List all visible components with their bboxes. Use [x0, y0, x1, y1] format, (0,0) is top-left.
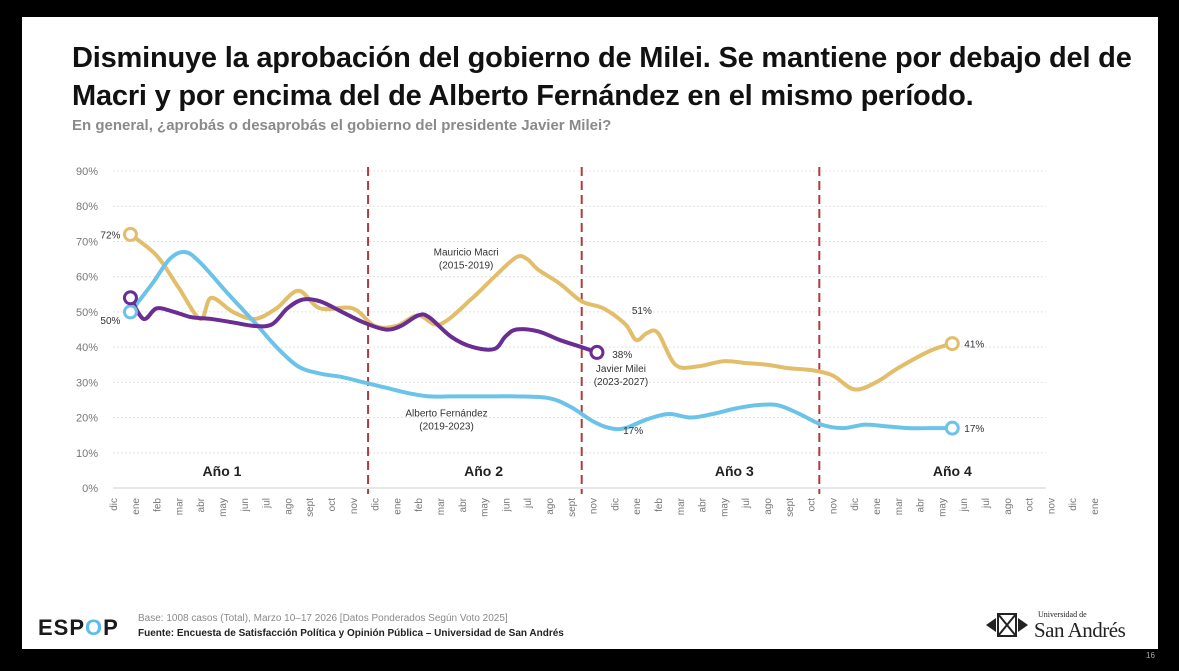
x-tick-label: abr	[458, 497, 469, 512]
x-tick-label: abr	[916, 497, 927, 512]
series-name-label-2: Javier Milei (2023-2027)	[594, 364, 648, 388]
y-tick-label: 0%	[82, 483, 98, 495]
y-tick-label: 80%	[76, 201, 98, 213]
series-value-label-0: 51%	[632, 306, 652, 317]
x-tick-label: dic	[1068, 498, 1079, 511]
x-tick-label: sept	[567, 498, 578, 517]
x-tick-label: dic	[371, 498, 382, 511]
x-tick-label: abr	[698, 497, 709, 512]
series-end-value-label-0: 41%	[964, 340, 984, 351]
series-end-marker-1	[944, 420, 960, 436]
series-name-label-1: Alberto Fernández (2019-2023)	[405, 408, 487, 432]
series-start-marker-2	[122, 290, 138, 306]
series-start-marker-1	[122, 304, 138, 320]
series-end-marker-0	[944, 336, 960, 352]
x-tick-label: dic	[850, 498, 861, 511]
y-tick-label: 90%	[76, 166, 98, 178]
x-tick-label: mar	[676, 497, 687, 515]
year-label: Año 3	[715, 463, 754, 479]
x-tick-label: may	[218, 498, 229, 517]
x-tick-label: ene	[872, 498, 883, 515]
approval-line-chart: 0%10%20%30%40%50%60%70%80%90%dic ene feb ma…	[76, 166, 1101, 517]
x-tick-label: ene	[1090, 498, 1101, 515]
x-tick-label: jul	[523, 498, 534, 509]
x-tick-label: jun	[501, 498, 512, 512]
x-tick-label: ago	[545, 498, 556, 515]
x-tick-label: ene	[131, 498, 142, 515]
x-tick-label: ago	[763, 498, 774, 515]
x-tick-label: jul	[262, 498, 273, 509]
y-tick-label: 50%	[76, 307, 98, 319]
x-tick-label: feb	[414, 498, 425, 512]
x-tick-label: jun	[240, 498, 251, 512]
page-number: 16	[1146, 651, 1155, 660]
x-tick-label: ene	[632, 498, 643, 515]
year-label: Año 1	[203, 463, 242, 479]
x-tick-label: mar	[894, 497, 905, 515]
y-tick-label: 40%	[76, 342, 98, 354]
university-logo: Universidad de San Andrés	[984, 610, 1144, 642]
series-end-value-label-1: 17%	[964, 424, 984, 435]
y-tick-label: 60%	[76, 272, 98, 284]
x-tick-label: ago	[1003, 498, 1014, 515]
x-tick-label: may	[480, 498, 491, 517]
x-tick-label: may	[719, 498, 730, 517]
year-label: Año 2	[464, 463, 503, 479]
footer-source-note: Fuente: Encuesta de Satisfacción Polític…	[138, 628, 564, 639]
series-value-label-1: 17%	[623, 426, 643, 437]
x-tick-label: oct	[327, 498, 338, 512]
university-small-text: Universidad de	[1038, 610, 1087, 619]
page-subtitle: En general, ¿aprobás o desaprobás el gob…	[72, 117, 612, 134]
series-start-label-1: 50%	[100, 316, 120, 327]
x-tick-label: feb	[654, 498, 665, 512]
x-tick-label: feb	[153, 498, 164, 512]
series-start-marker-0	[122, 226, 138, 242]
y-tick-label: 70%	[76, 236, 98, 248]
x-tick-label: nov	[589, 498, 600, 514]
y-tick-label: 30%	[76, 377, 98, 389]
x-tick-label: ago	[283, 498, 294, 515]
x-tick-label: ene	[392, 498, 403, 515]
series-line-2	[128, 295, 599, 355]
page-title: Disminuye la aprobación del gobierno de …	[72, 42, 1132, 112]
x-tick-label: jul	[741, 498, 752, 509]
footer-base-note: Base: 1008 casos (Total), Marzo 10–17 20…	[138, 613, 508, 624]
x-tick-label: nov	[1046, 498, 1057, 514]
series-line-0	[128, 232, 955, 392]
series-end-marker-2	[589, 344, 605, 360]
series-start-label-0: 72%	[100, 230, 120, 241]
x-tick-label: oct	[807, 498, 818, 512]
x-tick-label: oct	[1025, 498, 1036, 512]
x-tick-label: mar	[436, 497, 447, 515]
x-tick-label: abr	[196, 497, 207, 512]
university-name: San Andrés	[1034, 618, 1126, 642]
x-tick-label: may	[937, 498, 948, 517]
x-tick-label: dic	[109, 498, 120, 511]
x-tick-label: mar	[174, 497, 185, 515]
year-label: Año 4	[933, 463, 972, 479]
espop-logo: ESPOP	[38, 615, 119, 640]
university-crest-icon	[986, 613, 1028, 637]
x-tick-label: dic	[610, 498, 621, 511]
x-tick-label: jun	[959, 498, 970, 512]
x-tick-label: nov	[828, 498, 839, 514]
series-line-1	[128, 249, 955, 432]
x-tick-label: jul	[981, 498, 992, 509]
slide: Disminuye la aprobación del gobierno de …	[22, 17, 1158, 649]
x-tick-label: sept	[785, 498, 796, 517]
y-tick-label: 10%	[76, 448, 98, 460]
series-value-label-2: 38%	[612, 350, 632, 361]
series-name-label-0: Mauricio Macri (2015-2019)	[434, 248, 499, 272]
x-tick-label: sept	[305, 498, 316, 517]
y-tick-label: 20%	[76, 413, 98, 425]
x-tick-label: nov	[349, 498, 360, 514]
